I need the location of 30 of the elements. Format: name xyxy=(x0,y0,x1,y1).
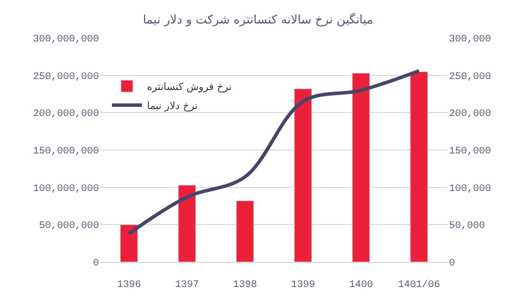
y-tick-label: 200,000,000 xyxy=(32,109,99,120)
y2-tick-label: 150,000 xyxy=(449,146,492,158)
bar xyxy=(236,200,254,262)
y2-tick-label: 300,000 xyxy=(449,34,492,46)
y2-tick-label: 200,000 xyxy=(449,109,492,120)
x-tick-label: 1398 xyxy=(232,280,258,291)
bar xyxy=(178,184,196,262)
y-tick-label: 250,000,000 xyxy=(32,72,99,83)
line-series xyxy=(127,69,421,236)
y-tick-label: 100,000,000 xyxy=(32,184,99,195)
y2-tick-label: 250,000 xyxy=(449,72,492,83)
x-tick-label: 1397 xyxy=(174,280,200,291)
y2-tick-label: 100,000 xyxy=(449,184,492,195)
y-tick-label: 300,000,000 xyxy=(32,34,99,46)
y-tick-label: 150,000,000 xyxy=(32,146,99,158)
x-tick-label: 1401/06 xyxy=(398,279,440,291)
y-tick-label: 0 xyxy=(92,258,99,270)
y2-tick-label: 50,000 xyxy=(449,221,486,232)
y2-tick-label: 0 xyxy=(449,258,456,270)
x-tick-label: 1400 xyxy=(348,280,374,291)
legend-label: نرخ دلار نیما xyxy=(146,101,198,112)
chart-title: میانگین نرخ سالانه کنسانتره شرکت و دلار نیما xyxy=(142,12,374,27)
bar xyxy=(120,224,138,262)
bar xyxy=(352,72,370,262)
x-tick-label: 1399 xyxy=(290,280,316,291)
y-tick-label: 50,000,000 xyxy=(38,221,99,232)
legend-label: نرخ فروش کنسانتره xyxy=(146,82,232,93)
bar xyxy=(410,71,428,262)
bar xyxy=(294,88,312,262)
x-tick-label: 1396 xyxy=(116,280,142,291)
